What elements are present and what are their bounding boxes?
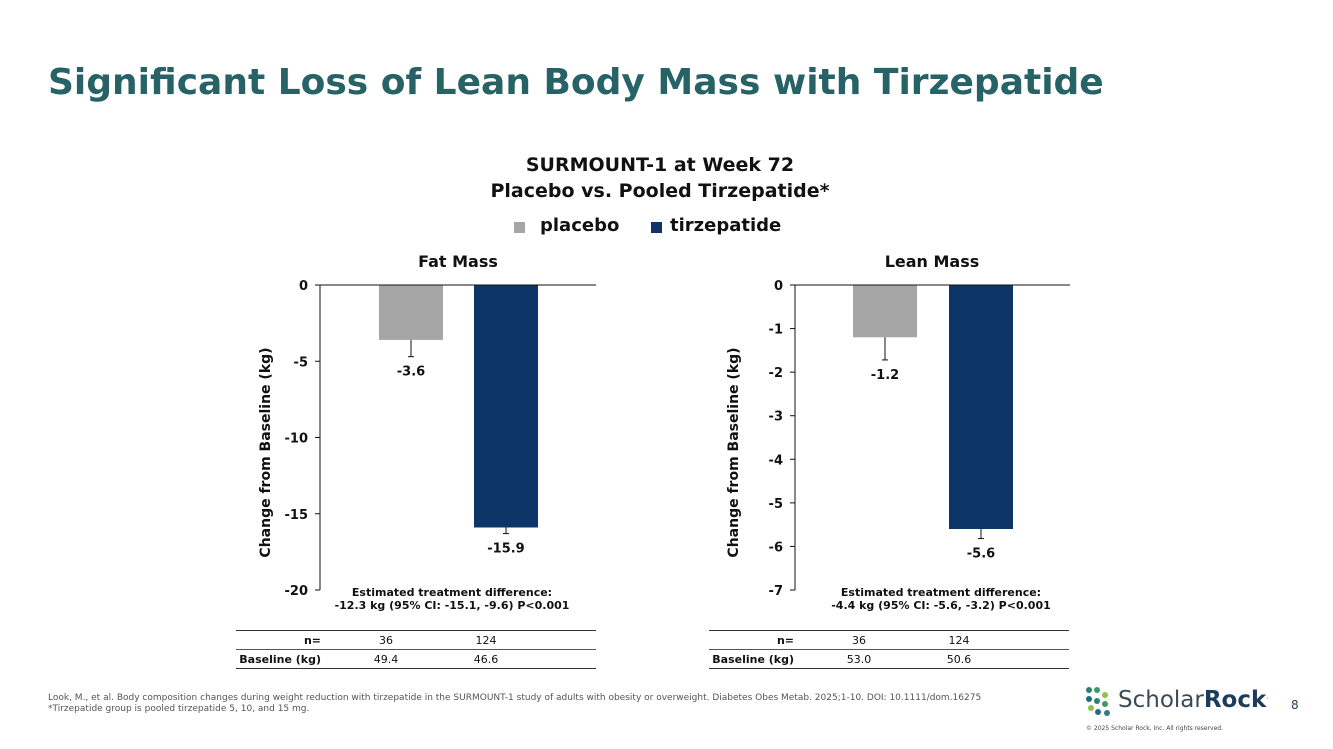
data-label: -3.6: [397, 365, 425, 380]
y-tick-label: -2: [769, 366, 783, 381]
y-tick-label: -10: [285, 432, 309, 447]
y-tick-label: 0: [299, 279, 308, 294]
page-number: 8: [1291, 698, 1299, 712]
pooled-note: *Tirzepatide group is pooled tirzepatide…: [48, 704, 310, 714]
treatment-difference-label: Estimated treatment difference:: [352, 586, 552, 599]
bar-placebo: [853, 285, 917, 338]
data-label: -15.9: [487, 542, 524, 557]
table-row-label: Baseline (kg): [709, 649, 794, 669]
chart-title: Lean Mass: [885, 252, 980, 271]
table-row: n= 36 124: [236, 630, 596, 650]
y-tick-label: 0: [774, 279, 783, 294]
chart-heading-line2: Placebo vs. Pooled Tirzepatide*: [490, 180, 830, 202]
y-axis-label: Change from Baseline (kg): [726, 347, 742, 557]
table-cell: 36: [794, 630, 924, 650]
y-tick-label: -1: [769, 323, 783, 338]
bar-tirzepatide: [949, 285, 1013, 529]
legend-label-placebo: placebo: [540, 215, 620, 236]
bar-tirzepatide: [474, 285, 538, 528]
table-row-label: Baseline (kg): [236, 649, 321, 669]
table-row: Baseline (kg) 53.0 50.6: [709, 649, 1069, 669]
table-cell: 46.6: [451, 649, 521, 669]
scholar-rock-logo-icon: [1086, 687, 1110, 716]
y-tick-label: -7: [769, 584, 783, 599]
bar-placebo: [379, 285, 443, 340]
footnote: Look, M., et al. Body composition change…: [48, 693, 1048, 715]
y-tick-label: -3: [769, 410, 783, 425]
slide-title: Significant Loss of Lean Body Mass with …: [48, 62, 1104, 103]
chart-heading-line1: SURMOUNT-1 at Week 72: [525, 154, 795, 176]
table-cell: 124: [924, 630, 994, 650]
table-row: n= 36 124: [709, 630, 1069, 650]
table-row-label: n=: [236, 630, 321, 650]
treatment-difference-value: -4.4 kg (95% CI: -5.6, -3.2) P<0.001: [831, 599, 1051, 612]
citation-text: Look, M., et al. Body composition change…: [48, 693, 982, 703]
table-cell: 49.4: [321, 649, 451, 669]
table-cell: 36: [321, 630, 451, 650]
legend-swatch-tirzepatide: [651, 222, 662, 233]
copyright: © 2025 Scholar Rock, Inc. All rights res…: [1086, 725, 1223, 732]
treatment-difference-value: -12.3 kg (95% CI: -15.1, -9.6) P<0.001: [335, 599, 570, 612]
y-tick-label: -15: [285, 508, 309, 523]
table-cell: 53.0: [794, 649, 924, 669]
table-cell: 124: [451, 630, 521, 650]
y-tick-label: -20: [285, 584, 309, 599]
legend-swatch-placebo: [514, 222, 525, 233]
chart-title: Fat Mass: [418, 252, 498, 271]
treatment-difference-label: Estimated treatment difference:: [841, 586, 1041, 599]
y-tick-label: -4: [769, 453, 783, 468]
table-cell: 50.6: [924, 649, 994, 669]
y-tick-label: -5: [769, 497, 783, 512]
table-row: Baseline (kg) 49.4 46.6: [236, 649, 596, 669]
data-label: -1.2: [871, 368, 899, 383]
table-row-label: n=: [709, 630, 794, 650]
y-axis-label: Change from Baseline (kg): [258, 347, 274, 557]
data-table-fat: n= 36 124 Baseline (kg) 49.4 46.6: [236, 630, 596, 669]
y-tick-label: -6: [769, 540, 783, 555]
scholar-rock-logo-text: ScholarRock.: [1118, 687, 1269, 713]
y-tick-label: -5: [294, 355, 308, 370]
data-table-lean: n= 36 124 Baseline (kg) 53.0 50.6: [709, 630, 1069, 669]
legend-label-tirzepatide: tirzepatide: [670, 215, 782, 236]
data-label: -5.6: [967, 547, 995, 562]
